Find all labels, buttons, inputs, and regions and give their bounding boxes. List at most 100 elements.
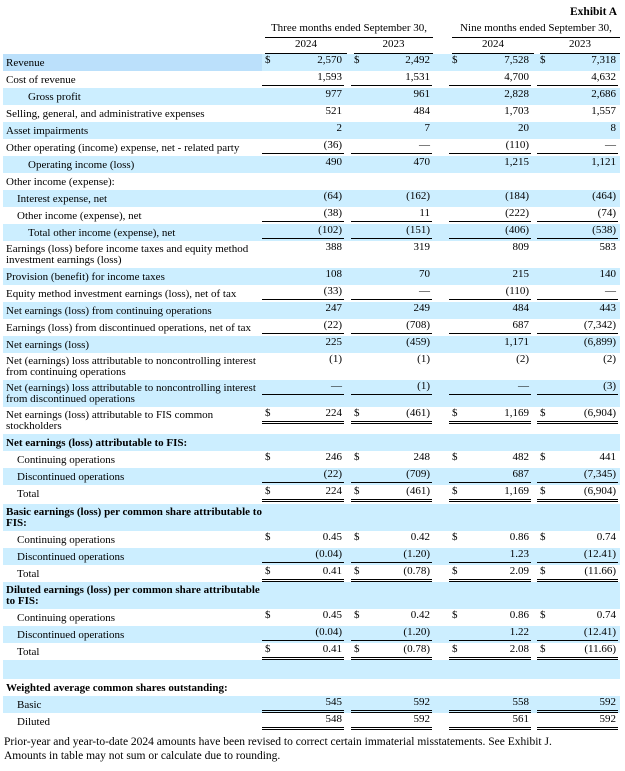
cell-value: 319 xyxy=(413,241,431,253)
section-heading: Basic earnings (loss) per common share a… xyxy=(6,506,262,529)
cell-value: 484 xyxy=(512,302,530,314)
cell-value: (162) xyxy=(406,190,430,202)
value-cell xyxy=(262,434,344,436)
cell-value: 4,700 xyxy=(504,71,529,83)
value-cell xyxy=(351,504,432,506)
value-cell: 247 xyxy=(262,302,344,316)
cell-value: 388 xyxy=(325,241,343,253)
dollar-sign: $ xyxy=(265,54,271,66)
value-cell: $2.09 xyxy=(449,565,531,582)
value-cell xyxy=(449,173,531,175)
value-cell: $2,570 xyxy=(262,54,344,68)
cell-value: — xyxy=(331,380,342,392)
cell-value: 11 xyxy=(419,207,430,219)
value-cell: $0.42 xyxy=(351,609,432,623)
value-cell: 592 xyxy=(537,696,618,713)
table-row: Total $224 $ (461) $1,169 $ (6,904) xyxy=(3,485,620,502)
financial-table: Revenue $2,570 $2,492 $7,528 $7,318 Cost of r… xyxy=(3,54,620,730)
cell-value: 0.86 xyxy=(509,531,529,543)
value-cell xyxy=(262,173,344,175)
table-row: Total $0.41 $ (0.78) $2.08 $ (11.66) xyxy=(3,643,620,660)
cell-value: (0.04) xyxy=(315,548,342,560)
cell-value: 441 xyxy=(599,451,617,463)
cell-value: (6,904) xyxy=(583,485,616,497)
cell-value: (0.78) xyxy=(403,565,430,577)
table-row: Diluted earnings (loss) per common share… xyxy=(3,582,620,609)
value-cell: 1,215 xyxy=(449,156,531,170)
value-cell: 7 xyxy=(351,122,432,136)
value-cell: $0.42 xyxy=(351,531,432,545)
row-label: Continuing operations xyxy=(17,612,116,624)
table-row: Selling, general, and administrative exp… xyxy=(3,105,620,122)
cell-value: 225 xyxy=(325,336,343,348)
dollar-sign: $ xyxy=(540,54,546,66)
value-cell: (406) xyxy=(449,224,531,239)
table-row: Other operating (income) expense, net - … xyxy=(3,139,620,156)
cell-value: (1) xyxy=(417,380,430,392)
row-label: Total xyxy=(17,488,40,500)
row-label: Net earnings (loss) from continuing oper… xyxy=(6,305,212,317)
value-cell: 1,171 xyxy=(449,336,531,350)
value-cell: (0.04) xyxy=(262,548,344,563)
table-row: Equity method investment earnings (loss)… xyxy=(3,285,620,302)
value-cell: (708) xyxy=(351,319,432,334)
cell-value: (11.66) xyxy=(584,643,616,655)
value-cell: 484 xyxy=(449,302,531,316)
value-cell xyxy=(351,434,432,436)
value-cell: (1.20) xyxy=(351,626,432,641)
value-cell: $0.74 xyxy=(537,609,618,623)
cell-value: 140 xyxy=(599,268,617,280)
value-cell: $0.86 xyxy=(449,609,531,623)
value-cell xyxy=(537,173,618,175)
cell-value: (110) xyxy=(505,285,529,297)
cell-value: 0.41 xyxy=(322,643,342,655)
table-row: Weighted average common shares outstandi… xyxy=(3,679,620,696)
dollar-sign: $ xyxy=(265,609,271,621)
cell-value: 249 xyxy=(413,302,431,314)
value-cell: 470 xyxy=(351,156,432,170)
cell-value: (1.20) xyxy=(403,548,430,560)
cell-value: 1.22 xyxy=(509,626,529,638)
cell-value: 470 xyxy=(413,156,431,168)
value-cell: 558 xyxy=(449,696,531,713)
value-cell xyxy=(449,679,531,681)
cell-value: (12.41) xyxy=(583,626,616,638)
value-cell: — xyxy=(537,285,618,300)
cell-value: (0.04) xyxy=(315,626,342,638)
value-cell: $ (6,904) xyxy=(537,407,618,424)
cell-value: 2,570 xyxy=(317,54,342,66)
value-cell: — xyxy=(351,285,432,300)
value-cell: (222) xyxy=(449,207,531,222)
cell-value: 108 xyxy=(325,268,343,280)
row-label: Asset impairments xyxy=(6,125,89,137)
row-label: Earnings (loss) before income taxes and … xyxy=(6,243,249,266)
footnotes: Prior-year and year-to-date 2024 amounts… xyxy=(4,735,552,763)
value-cell: 687 xyxy=(449,468,531,483)
row-label: Total xyxy=(17,646,40,658)
dollar-sign: $ xyxy=(452,451,458,463)
value-cell: 687 xyxy=(449,319,531,334)
table-row: Continuing operations $246 $248 $482 $441 xyxy=(3,451,620,468)
value-cell: $ (11.66) xyxy=(537,565,618,582)
row-label: Operating income (loss) xyxy=(28,159,135,171)
value-cell xyxy=(262,504,344,506)
value-cell: 2,686 xyxy=(537,88,618,102)
cell-value: (7,345) xyxy=(583,468,616,480)
dollar-sign: $ xyxy=(265,451,271,463)
value-cell: $1,169 xyxy=(449,485,531,502)
table-row: Other income (expense), net (38) 11 (222) (7… xyxy=(3,207,620,224)
value-cell: 484 xyxy=(351,105,432,119)
value-cell: (538) xyxy=(537,224,618,239)
value-cell: (1.20) xyxy=(351,548,432,563)
value-cell xyxy=(262,679,344,681)
cell-value: (538) xyxy=(592,224,616,236)
cell-value: 4,632 xyxy=(591,71,616,83)
dollar-sign: $ xyxy=(265,485,271,497)
value-cell: (1) xyxy=(351,353,432,367)
value-cell: 2 xyxy=(262,122,344,136)
value-cell: (2) xyxy=(537,353,618,367)
row-label: Other income (expense): xyxy=(6,176,115,188)
value-cell: 1.23 xyxy=(449,548,531,563)
value-cell: 1,531 xyxy=(351,71,432,86)
